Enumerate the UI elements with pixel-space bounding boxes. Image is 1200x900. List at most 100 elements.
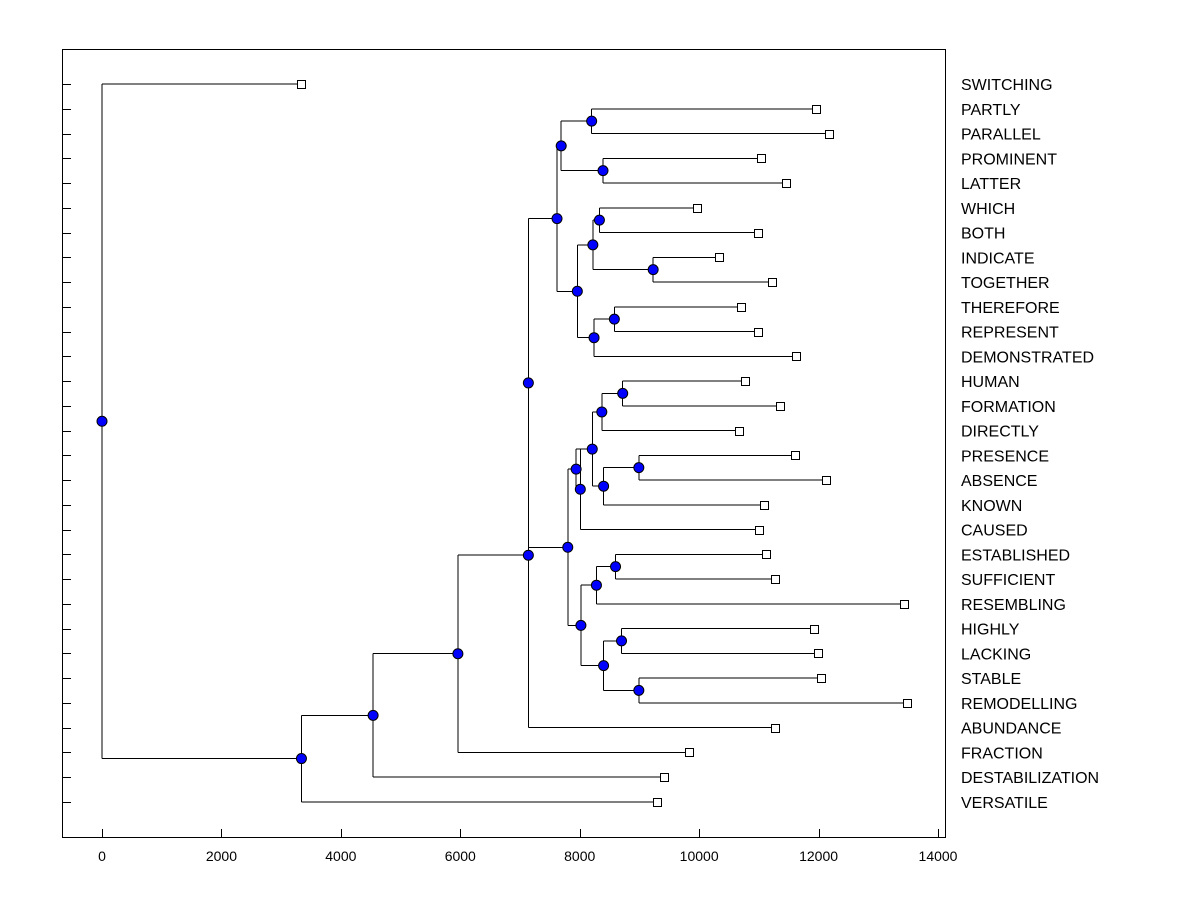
- leaf-marker: [771, 575, 780, 584]
- leaf-label: INDICATE: [961, 250, 1034, 267]
- leaf-label: DEMONSTRATED: [961, 349, 1094, 366]
- leaf-labels: SWITCHING PARTLY PARALLEL PROMINENT LATTER WH…: [961, 77, 1099, 812]
- leaf-marker: [810, 625, 819, 634]
- leaf-marker: [754, 229, 763, 238]
- leaf-marker: [776, 402, 785, 411]
- merge-node-marker: [367, 709, 379, 721]
- leaf-marker: [685, 748, 694, 757]
- merge-node-marker: [598, 660, 610, 672]
- leaf-marker: [792, 352, 801, 361]
- merge-node-marker: [586, 443, 598, 455]
- leaf-marker: [757, 154, 766, 163]
- merge-node-marker: [574, 483, 586, 495]
- leaf-label: REPRESENT: [961, 325, 1059, 342]
- leaf-label: PRESENCE: [961, 448, 1049, 465]
- x-tick-label: 2000: [206, 848, 237, 864]
- leaf-label: SWITCHING: [961, 77, 1053, 94]
- merge-node-marker: [647, 264, 659, 276]
- leaf-marker: [825, 130, 834, 139]
- leaf-label: RESEMBLING: [961, 597, 1066, 614]
- merge-node-marker: [555, 140, 567, 152]
- leaf-marker: [900, 600, 909, 609]
- merge-node-marker: [522, 549, 534, 561]
- leaf-marker: [822, 476, 831, 485]
- leaf-label: FRACTION: [961, 745, 1043, 762]
- leaf-label: SUFFICIENT: [961, 572, 1055, 589]
- x-tick-label: 4000: [325, 848, 356, 864]
- leaf-marker: [791, 451, 800, 460]
- leaf-marker: [762, 550, 771, 559]
- leaf-marker: [768, 278, 777, 287]
- leaf-label: HUMAN: [961, 374, 1020, 391]
- leaf-markers: [297, 80, 912, 807]
- leaf-marker: [754, 328, 763, 337]
- leaf-marker: [715, 253, 724, 262]
- merge-node-marker: [597, 165, 609, 177]
- leaf-marker: [735, 427, 744, 436]
- leaf-label: CAUSED: [961, 523, 1028, 540]
- plot-frame: [62, 49, 946, 838]
- merge-nodes: [96, 115, 659, 765]
- x-tick-label: 14000: [919, 848, 958, 864]
- merge-node-marker: [593, 214, 605, 226]
- leaf-label: PARALLEL: [961, 127, 1041, 144]
- merge-node-marker: [522, 377, 534, 389]
- leaf-label: DIRECTLY: [961, 424, 1039, 441]
- leaf-marker: [660, 773, 669, 782]
- merge-node-marker: [590, 579, 602, 591]
- merge-node-marker: [608, 313, 620, 325]
- merge-node-marker: [295, 753, 307, 765]
- leaf-label: PARTLY: [961, 102, 1021, 119]
- leaf-marker: [755, 526, 764, 535]
- leaf-label: PROMINENT: [961, 151, 1057, 168]
- leaf-marker: [812, 105, 821, 114]
- leaf-label: VERSATILE: [961, 795, 1048, 812]
- leaf-label: THEREFORE: [961, 300, 1060, 317]
- merge-node-marker: [551, 213, 563, 225]
- leaf-marker: [693, 204, 702, 213]
- leaf-marker: [653, 798, 662, 807]
- leaf-marker: [741, 377, 750, 386]
- leaf-label: ABSENCE: [961, 473, 1037, 490]
- merge-node-marker: [598, 480, 610, 492]
- merge-node-marker: [596, 406, 608, 418]
- leaf-label: STABLE: [961, 671, 1021, 688]
- merge-node-marker: [570, 463, 582, 475]
- leaf-label: KNOWN: [961, 498, 1022, 515]
- branch-lines: [101, 83, 907, 803]
- merge-node-marker: [96, 415, 108, 427]
- x-tick-label: 0: [98, 848, 106, 864]
- leaf-label: LACKING: [961, 646, 1031, 663]
- leaf-marker: [771, 724, 780, 733]
- leaf-label: TOGETHER: [961, 275, 1050, 292]
- merge-node-marker: [633, 462, 645, 474]
- leaf-marker: [903, 699, 912, 708]
- leaf-label: HIGHLY: [961, 622, 1020, 639]
- leaf-label: WHICH: [961, 201, 1015, 218]
- merge-node-marker: [575, 619, 587, 631]
- x-tick-label: 12000: [799, 848, 838, 864]
- leaf-label: ESTABLISHED: [961, 547, 1070, 564]
- merge-node-marker: [571, 285, 583, 297]
- leaf-label: ABUNDANCE: [961, 721, 1061, 738]
- leaf-marker: [817, 674, 826, 683]
- merge-node-marker: [610, 561, 622, 573]
- leaf-marker: [814, 649, 823, 658]
- merge-node-marker: [616, 635, 628, 647]
- merge-node-marker: [633, 684, 645, 696]
- merge-node-marker: [617, 387, 629, 399]
- leaf-marker: [297, 80, 306, 89]
- merge-node-marker: [586, 115, 598, 127]
- leaf-label: DESTABILIZATION: [961, 770, 1099, 787]
- x-tick-label: 8000: [564, 848, 595, 864]
- leaf-marker: [760, 501, 769, 510]
- axis-ticks: 0 2000 4000 6000 8000 10000 12000 14000: [62, 84, 958, 864]
- leaf-marker: [737, 303, 746, 312]
- leaf-label: LATTER: [961, 176, 1021, 193]
- leaf-label: REMODELLING: [961, 696, 1077, 713]
- x-tick-label: 6000: [445, 848, 476, 864]
- merge-node-marker: [588, 332, 600, 344]
- merge-node-marker: [562, 541, 574, 553]
- merge-node-marker: [452, 648, 464, 660]
- merge-node-marker: [587, 239, 599, 251]
